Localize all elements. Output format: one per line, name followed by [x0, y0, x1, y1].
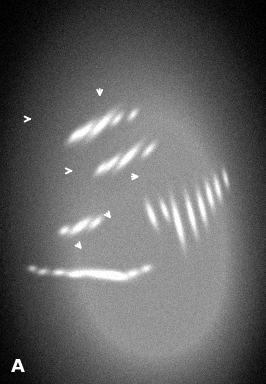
Text: A: A	[11, 358, 24, 376]
